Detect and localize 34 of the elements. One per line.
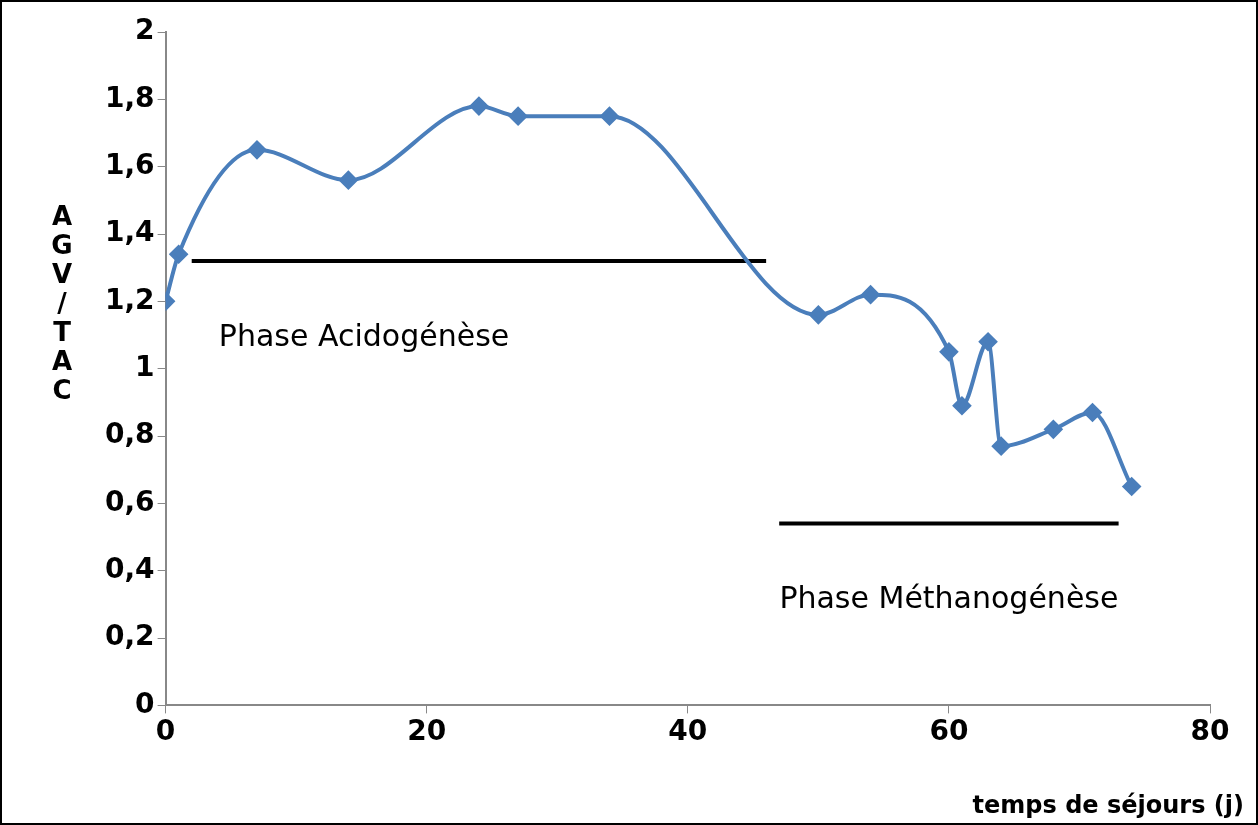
y-tick-label: 1,6 bbox=[104, 147, 155, 181]
point bbox=[939, 342, 958, 361]
y-tick-label: 0 bbox=[135, 686, 155, 720]
point bbox=[169, 245, 188, 264]
point bbox=[1044, 420, 1063, 439]
y-tick-label: 0,6 bbox=[104, 484, 155, 518]
y-tick-label: 1,8 bbox=[104, 80, 155, 114]
point bbox=[469, 97, 488, 116]
series-label: Phase Acidogénèse bbox=[218, 317, 510, 353]
point bbox=[247, 140, 266, 159]
point bbox=[339, 171, 358, 190]
y-tick-label: 2 bbox=[135, 13, 155, 47]
point bbox=[952, 396, 971, 415]
point bbox=[861, 285, 880, 304]
point bbox=[809, 305, 828, 324]
x-tick-label: 20 bbox=[407, 714, 447, 748]
x-tick-label: 60 bbox=[929, 714, 969, 748]
x-axis-title: temps de séjours (j) bbox=[972, 791, 1244, 819]
y-tick-label: 0,8 bbox=[104, 417, 155, 451]
y-axis-title: AGV/TAC bbox=[50, 201, 74, 405]
y-tick-label: 0,2 bbox=[104, 619, 155, 653]
y-tick-label: 1,4 bbox=[104, 215, 155, 249]
point bbox=[992, 437, 1011, 456]
point bbox=[509, 107, 528, 126]
y-tick-label: 1,2 bbox=[104, 282, 155, 316]
point bbox=[600, 107, 619, 126]
point bbox=[1083, 403, 1102, 422]
point bbox=[1122, 477, 1141, 496]
point bbox=[979, 332, 998, 351]
y-tick-label: 0,4 bbox=[104, 552, 155, 585]
x-tick-label: 80 bbox=[1190, 714, 1230, 748]
y-tick-label: 1 bbox=[135, 349, 155, 383]
series-label: Phase Méthanogénèse bbox=[779, 580, 1119, 616]
x-tick-label: 40 bbox=[668, 714, 708, 748]
